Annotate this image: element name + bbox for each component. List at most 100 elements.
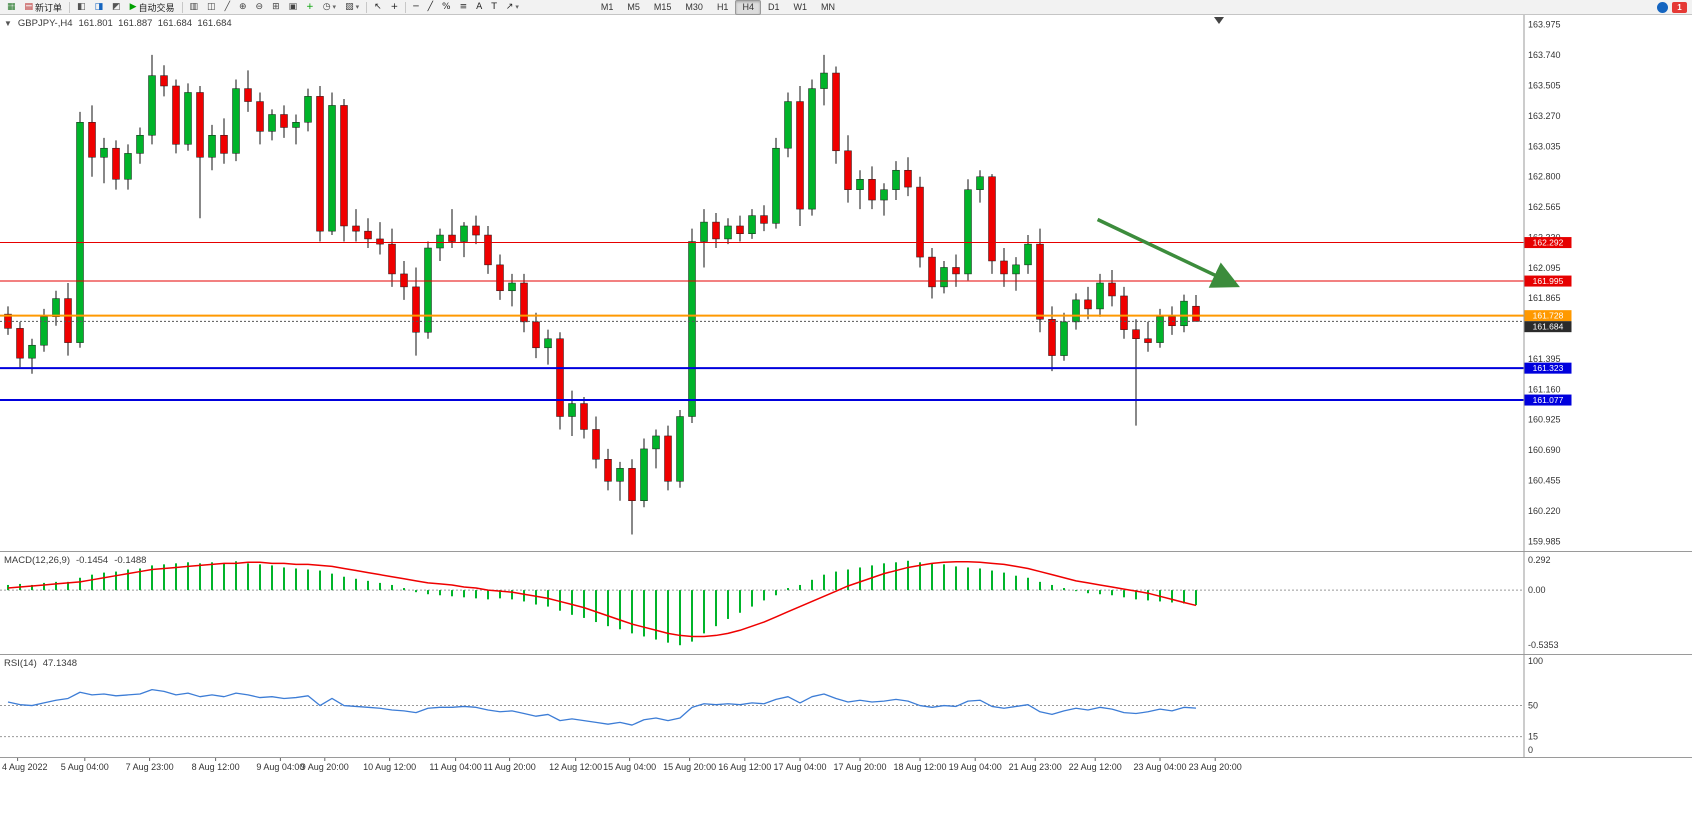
candle-body: [832, 72, 840, 152]
candle: [1024, 235, 1032, 274]
candle-body: [628, 468, 636, 501]
candle: [676, 410, 684, 488]
current-price-tag-text: 161.684: [1533, 322, 1564, 332]
horizontal-line-icon: ─: [413, 1, 419, 12]
arrows-button[interactable]: ↗ ▾: [502, 0, 523, 15]
timeframe-d1-button[interactable]: D1: [767, 2, 780, 12]
timeframe-m15-button[interactable]: M15: [653, 2, 672, 12]
candle: [376, 222, 384, 255]
candlestick-mode-button[interactable]: ◫: [203, 0, 220, 15]
candle: [388, 228, 396, 287]
zoom-out-icon: ⊖: [255, 1, 264, 12]
notification-badge[interactable]: 1: [1672, 1, 1687, 13]
chart-symbol-title: GBPJPY-,H4: [17, 18, 73, 29]
candle: [400, 260, 408, 300]
price-axis-label: 162.565: [1528, 202, 1561, 212]
candle: [724, 218, 732, 245]
tile-windows-button[interactable]: ⊞: [268, 0, 284, 15]
candle-body: [352, 225, 360, 232]
new-order-button[interactable]: ▤ 新订单: [21, 0, 67, 15]
time-axis-label: 11 Aug 20:00: [483, 762, 535, 772]
terminal-icon: ◩: [112, 1, 121, 12]
line-chart-mode-button[interactable]: ╱: [221, 0, 234, 15]
zoom-in-button[interactable]: ⊕: [235, 0, 251, 15]
candle-body: [688, 241, 696, 417]
trendline-button[interactable]: ╱: [424, 0, 437, 15]
timeframe-m1-button[interactable]: M1: [600, 2, 614, 12]
price-axis-label: 162.095: [1528, 263, 1561, 273]
trend-arrow-annotation[interactable]: [1096, 217, 1240, 288]
timeframe-m5-button[interactable]: M5: [627, 2, 640, 12]
macd-signal-value: -0.1488: [114, 555, 147, 566]
bar-chart-mode-button[interactable]: ▥: [186, 0, 203, 15]
terminal-button[interactable]: ◩: [108, 0, 125, 15]
candle: [772, 137, 780, 229]
candle-body: [640, 448, 648, 501]
candle-body: [664, 435, 672, 482]
price-tag-161.995-text: 161.995: [1533, 276, 1564, 286]
auto-trading-button[interactable]: ▶ 自动交易: [126, 0, 179, 15]
candle: [1048, 306, 1056, 372]
candle-body: [172, 85, 180, 145]
candlestick-mode-icon: ◫: [207, 1, 216, 12]
rsi-value: 47.1348: [42, 658, 78, 669]
candle-body: [988, 176, 996, 262]
candle: [1000, 248, 1008, 287]
price-tag-162.292-bg: [1524, 237, 1572, 249]
candles-layer: [4, 54, 1200, 535]
fibonacci-button[interactable]: %: [438, 0, 455, 15]
text-button[interactable]: A: [472, 0, 486, 15]
time-axis-label: 18 Aug 12:00: [893, 762, 946, 772]
channel-button[interactable]: ≡: [456, 0, 472, 15]
candle-body: [592, 429, 600, 460]
candle: [184, 83, 192, 151]
crosshair-button[interactable]: +: [387, 0, 403, 15]
candle: [1132, 319, 1140, 426]
arrange-windows-button[interactable]: ▣: [285, 0, 302, 15]
timeframe-h4-button[interactable]: H4: [735, 0, 761, 15]
price-tag-162.292-text: 162.292: [1533, 238, 1564, 248]
one-click-trading-toggle[interactable]: ▼: [4, 19, 12, 28]
market-watch-button[interactable]: ◨: [91, 0, 108, 15]
templates-button[interactable]: ▨ ▾: [341, 0, 363, 15]
candle: [688, 228, 696, 423]
candle: [1180, 294, 1188, 333]
candle: [1084, 286, 1092, 320]
candle-body: [556, 338, 564, 417]
indicators-button[interactable]: +: [302, 0, 318, 15]
timeframe-h1-button[interactable]: H1: [716, 2, 729, 12]
new-chart-button[interactable]: ▦: [3, 0, 20, 15]
chart-shift-marker[interactable]: [1214, 17, 1224, 24]
price-axis-label: 161.395: [1528, 354, 1561, 364]
candle-body: [412, 286, 420, 333]
candle-body: [1156, 316, 1164, 343]
candle: [616, 461, 624, 501]
price-axis-label: 161.160: [1528, 384, 1561, 394]
candle: [520, 273, 528, 333]
chat-icon[interactable]: [1657, 1, 1668, 13]
chart-background[interactable]: [0, 15, 1692, 840]
candle-body: [400, 273, 408, 288]
label-button[interactable]: T: [487, 0, 501, 15]
profiles-button[interactable]: ◧: [73, 0, 90, 15]
candle-body: [160, 75, 168, 87]
periods-button[interactable]: ◷ ▾: [319, 0, 340, 15]
timeframe-m30-button[interactable]: M30: [685, 2, 703, 12]
horizontal-line-button[interactable]: ─: [409, 0, 422, 15]
candle-body: [712, 221, 720, 240]
timeframe-mn-button[interactable]: MN: [820, 2, 835, 12]
timeframe-w1-button[interactable]: W1: [793, 2, 807, 12]
candle-body: [616, 468, 624, 482]
candle-body: [508, 282, 516, 292]
candle-body: [196, 92, 204, 158]
zoom-in-icon: ⊕: [238, 1, 247, 12]
cursor-button[interactable]: ↖: [370, 0, 386, 15]
candle: [916, 176, 924, 268]
candle: [412, 267, 420, 356]
zoom-out-button[interactable]: ⊖: [252, 0, 268, 15]
candle-body: [496, 264, 504, 292]
candle-body: [112, 147, 120, 180]
time-axis-label: 21 Aug 23:00: [1009, 762, 1062, 772]
